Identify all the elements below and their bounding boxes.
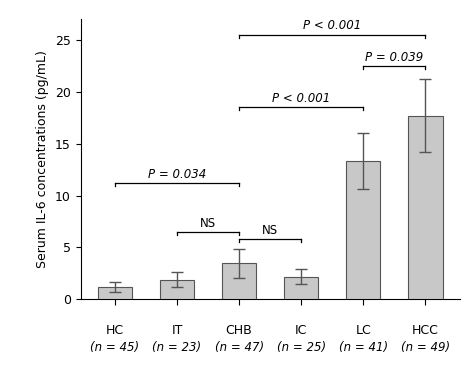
Text: NS: NS xyxy=(262,224,278,237)
Bar xyxy=(160,280,194,299)
Text: (n = 23): (n = 23) xyxy=(153,341,201,354)
Bar xyxy=(409,116,443,299)
Text: IC: IC xyxy=(295,324,308,337)
Y-axis label: Serum IL-6 concentrations (pg/mL): Serum IL-6 concentrations (pg/mL) xyxy=(36,50,49,268)
Bar xyxy=(284,277,319,299)
Text: P = 0.034: P = 0.034 xyxy=(148,168,206,181)
Text: (n = 45): (n = 45) xyxy=(91,341,139,354)
Text: P = 0.039: P = 0.039 xyxy=(365,51,424,64)
Text: IT: IT xyxy=(171,324,182,337)
Text: NS: NS xyxy=(200,217,216,230)
Text: LC: LC xyxy=(356,324,371,337)
Text: (n = 25): (n = 25) xyxy=(277,341,326,354)
Bar xyxy=(222,263,256,299)
Text: P < 0.001: P < 0.001 xyxy=(272,92,330,105)
Bar xyxy=(346,161,381,299)
Bar xyxy=(98,287,132,299)
Text: HCC: HCC xyxy=(412,324,439,337)
Text: P < 0.001: P < 0.001 xyxy=(303,19,361,33)
Text: (n = 47): (n = 47) xyxy=(215,341,264,354)
Text: (n = 41): (n = 41) xyxy=(339,341,388,354)
Text: HC: HC xyxy=(106,324,124,337)
Text: (n = 49): (n = 49) xyxy=(401,341,450,354)
Text: CHB: CHB xyxy=(226,324,253,337)
